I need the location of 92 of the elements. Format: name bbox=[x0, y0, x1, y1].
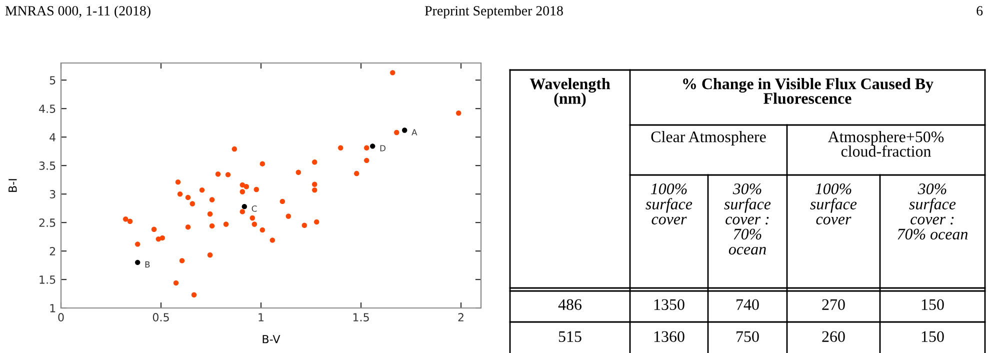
text: 150 bbox=[922, 299, 944, 310]
point bbox=[151, 226, 157, 232]
text: 1350 bbox=[654, 299, 684, 310]
text: 6 bbox=[976, 6, 983, 16]
point bbox=[191, 292, 197, 298]
x-tick-label: 1 bbox=[258, 313, 264, 322]
point bbox=[207, 252, 213, 258]
point bbox=[240, 209, 245, 214]
point bbox=[242, 204, 247, 210]
x-tick-label: 2 bbox=[458, 313, 464, 322]
point bbox=[364, 145, 370, 150]
text: 1360 bbox=[654, 331, 684, 342]
point bbox=[190, 201, 195, 206]
y-axis-title: B-I bbox=[8, 179, 17, 192]
y-tick-label: 5 bbox=[50, 76, 56, 84]
point bbox=[296, 170, 301, 175]
category-label: 100% surface cover bbox=[810, 183, 857, 224]
point bbox=[312, 187, 318, 193]
point bbox=[160, 235, 165, 241]
x-tick-label: 0 bbox=[58, 313, 64, 322]
point bbox=[209, 223, 215, 229]
point bbox=[314, 219, 320, 225]
point bbox=[252, 222, 257, 227]
point bbox=[240, 189, 245, 194]
text: Preprint September 2018 bbox=[424, 6, 563, 18]
point bbox=[364, 158, 370, 164]
point bbox=[312, 182, 318, 187]
y-tick-label: 3.5 bbox=[39, 162, 56, 170]
point bbox=[260, 227, 265, 233]
y-tick-label: 1 bbox=[50, 304, 56, 312]
point bbox=[280, 198, 285, 204]
category-label: 486 bbox=[558, 299, 582, 310]
point bbox=[456, 110, 462, 116]
text: 260 bbox=[822, 331, 845, 342]
text: 750 bbox=[736, 331, 759, 342]
annotation: C bbox=[252, 205, 257, 212]
text: % Change in Visible Flux Caused By Fluorescence bbox=[683, 78, 934, 104]
point bbox=[260, 161, 265, 166]
y-tick-label: 4 bbox=[50, 133, 56, 142]
point bbox=[177, 191, 183, 197]
point bbox=[402, 128, 408, 133]
point bbox=[185, 224, 191, 230]
text: Atmosphere+50% cloud-fraction bbox=[828, 131, 944, 157]
point bbox=[209, 197, 215, 202]
text: 150 bbox=[922, 331, 944, 342]
point bbox=[207, 211, 213, 217]
point bbox=[215, 172, 221, 177]
point bbox=[223, 222, 229, 227]
annotation: B bbox=[145, 261, 150, 268]
point bbox=[135, 242, 140, 247]
category-label: 30% surface cover : 70% ocean bbox=[724, 183, 771, 255]
point bbox=[232, 146, 237, 152]
point bbox=[270, 238, 275, 243]
text: MNRAS 000, 1-11 (2018) bbox=[5, 6, 150, 18]
y-tick-label: 2.5 bbox=[39, 218, 56, 227]
point bbox=[240, 182, 245, 188]
x-tick-label: 1.5 bbox=[353, 313, 369, 322]
text: Wavelength (nm) bbox=[530, 78, 610, 108]
text: 740 bbox=[736, 299, 759, 310]
y-tick-label: 1.5 bbox=[40, 276, 56, 284]
point bbox=[312, 160, 318, 165]
point bbox=[185, 194, 191, 200]
point bbox=[175, 179, 181, 185]
category-label: 30% surface cover : 70% ocean bbox=[898, 183, 968, 240]
point bbox=[225, 172, 231, 178]
point bbox=[173, 280, 179, 286]
point bbox=[135, 260, 140, 266]
x-axis-title: B-V bbox=[262, 335, 280, 344]
point bbox=[286, 214, 291, 219]
point bbox=[370, 144, 376, 149]
point bbox=[244, 184, 249, 190]
y-tick-label: 2 bbox=[50, 247, 56, 256]
point bbox=[250, 215, 255, 221]
point bbox=[123, 216, 128, 222]
point bbox=[394, 130, 400, 136]
y-tick-label: 4.5 bbox=[39, 104, 56, 113]
point bbox=[390, 70, 396, 76]
point bbox=[354, 170, 360, 176]
point bbox=[179, 258, 185, 264]
annotation: D bbox=[380, 145, 386, 152]
text: Clear Atmosphere bbox=[651, 131, 766, 146]
y-tick-label: 3 bbox=[50, 190, 56, 198]
point bbox=[127, 218, 133, 224]
point bbox=[254, 186, 259, 192]
point bbox=[302, 222, 307, 228]
category-label: 515 bbox=[558, 331, 582, 342]
category-label: 100% surface cover bbox=[646, 183, 692, 224]
point bbox=[199, 187, 205, 193]
annotation: A bbox=[412, 129, 418, 136]
text: 270 bbox=[822, 299, 845, 310]
x-tick-label: 0.5 bbox=[152, 313, 169, 322]
point bbox=[338, 145, 344, 150]
